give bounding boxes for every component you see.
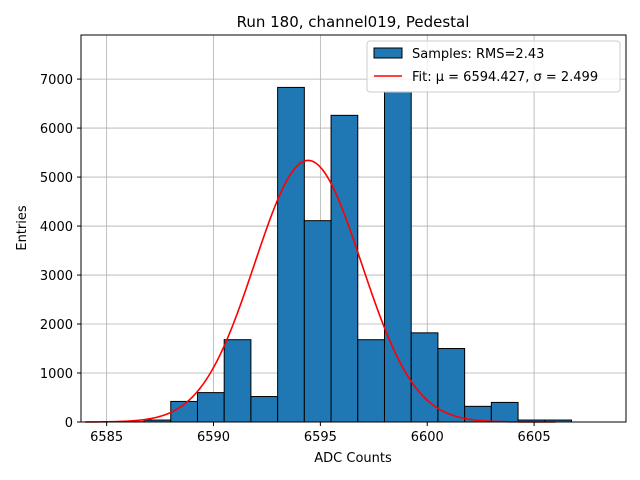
x-tick-label: 6585 bbox=[90, 430, 123, 445]
histogram-bar bbox=[383, 91, 412, 423]
x-tick-label: 6605 bbox=[518, 430, 551, 445]
histogram-bars bbox=[116, 86, 572, 423]
x-tick-label: 6590 bbox=[197, 430, 230, 445]
legend-samples-label: Samples: RMS=2.43 bbox=[412, 47, 544, 62]
y-tick-label: 4000 bbox=[40, 220, 73, 235]
histogram-bar bbox=[277, 86, 305, 423]
histogram-bar bbox=[437, 348, 466, 423]
y-tick-label: 3000 bbox=[40, 269, 73, 284]
x-tick-label: 6600 bbox=[411, 430, 444, 445]
y-tick-label: 6000 bbox=[40, 122, 73, 137]
y-tick-label: 2000 bbox=[40, 318, 73, 333]
y-tick-label: 5000 bbox=[40, 171, 73, 186]
fit-curve-layer bbox=[85, 159, 556, 423]
histogram-bar bbox=[410, 332, 439, 423]
gaussian-fit-curve bbox=[85, 159, 556, 423]
histogram-bar bbox=[250, 396, 279, 423]
chart-title: Run 180, channel019, Pedestal bbox=[237, 13, 470, 31]
y-tick-label: 0 bbox=[65, 416, 73, 431]
x-tick-label: 6595 bbox=[304, 430, 337, 445]
x-axis-label: ADC Counts bbox=[314, 451, 392, 466]
plot-frame bbox=[80, 34, 627, 423]
y-tick-label: 1000 bbox=[40, 367, 73, 382]
histogram-bar bbox=[303, 220, 332, 423]
y-axis-label: Entries bbox=[15, 205, 30, 251]
histogram-bar bbox=[196, 392, 225, 423]
y-tick-label: 7000 bbox=[40, 73, 73, 88]
legend-box bbox=[366, 40, 621, 93]
histogram-bar bbox=[330, 114, 359, 423]
histogram-bar bbox=[223, 339, 252, 423]
legend: Samples: RMS=2.43 Fit: μ = 6594.427, σ =… bbox=[366, 40, 621, 93]
histogram-bar bbox=[490, 401, 519, 423]
legend-fit-label: Fit: μ = 6594.427, σ = 2.499 bbox=[412, 70, 598, 85]
legend-samples-swatch bbox=[373, 47, 403, 59]
histogram-bar bbox=[357, 339, 385, 423]
x-axis-ticks: 6585 6590 6595 6600 6605 bbox=[90, 422, 551, 445]
y-axis-ticks: 0 1000 2000 3000 4000 5000 6000 7000 bbox=[40, 73, 81, 431]
